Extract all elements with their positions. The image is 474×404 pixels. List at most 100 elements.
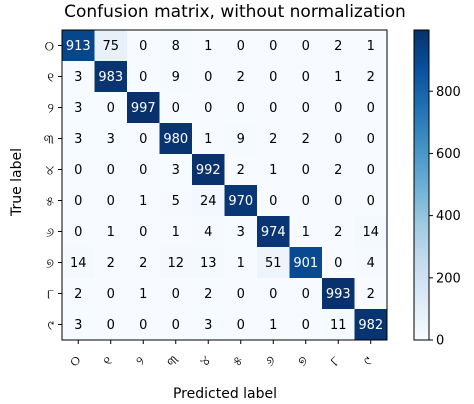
y-tick-labels: ୦ ୧ ୨ ୩ ୪ ୫ ୬ ୭ ୮ ୯ (44, 40, 62, 334)
cell-value-label: 1 (302, 225, 310, 240)
heatmap-cell (159, 309, 193, 341)
heatmap-cell (289, 309, 323, 341)
cell-value-label: 1 (107, 225, 115, 240)
cell-value-label: 2 (74, 287, 82, 302)
cell-value-label: 12 (167, 256, 184, 271)
heatmap-cell (62, 30, 95, 62)
cell-value-label: 2 (334, 39, 342, 54)
colorbar-gradient (413, 29, 430, 341)
cell-value-label: 0 (302, 101, 310, 116)
heatmap-cell (289, 30, 323, 62)
heatmap-cell (322, 247, 355, 279)
x-tick-label: ୯ (361, 354, 376, 369)
heatmap-cell (224, 278, 258, 310)
y-axis-label: True label (9, 148, 25, 217)
heatmap-cell (257, 154, 290, 186)
cell-value-label: 1 (139, 287, 147, 302)
cell-value-label: 0 (139, 70, 147, 85)
heatmap-cell (257, 247, 290, 279)
cell-value-label: 1 (367, 39, 375, 54)
y-tick-label: ୫ (46, 195, 54, 210)
cell-value-label: 0 (334, 132, 342, 147)
colorbar-tick-label: 200 (436, 271, 461, 286)
cell-value-label: 0 (139, 318, 147, 333)
cell-value-label: 0 (269, 101, 277, 116)
heatmap-cell (159, 61, 193, 93)
cell-value-label: 24 (200, 194, 217, 209)
cell-value-label: 3 (74, 318, 82, 333)
heatmap-cell (192, 247, 225, 279)
cell-value-label: 4 (367, 256, 375, 271)
heatmap-cell (94, 30, 128, 62)
heatmap-cell (257, 30, 290, 62)
cell-value-label: 1 (237, 256, 245, 271)
heatmap-cell (62, 185, 95, 217)
cell-value-label: 2 (367, 287, 375, 302)
cell-value-label: 0 (74, 163, 82, 178)
x-axis-label: Predicted label (173, 386, 277, 402)
heatmap-cell (127, 185, 160, 217)
cell-value-label: 0 (237, 318, 245, 333)
cell-value-label: 13 (200, 256, 217, 271)
heatmap-cell (94, 278, 128, 310)
cell-value-label: 982 (358, 318, 383, 333)
heatmap-cell (192, 154, 225, 186)
cell-value-label: 2 (107, 256, 115, 271)
cell-value-label: 3 (172, 163, 180, 178)
matrix-grid: 913 75 0 8 1 0 0 0 2 13 983 0 9 0 2 0 0 1 23 0 997 0 0 0 0 0 0 03 3 0… (61, 29, 388, 341)
cell-value-label: 0 (172, 287, 180, 302)
heatmap-cell (62, 154, 95, 186)
cell-value-label: 913 (66, 39, 91, 54)
heatmap-cell (62, 247, 95, 279)
cell-value-label: 2 (237, 70, 245, 85)
heatmap-cell (257, 61, 290, 93)
cell-value-label: 1 (204, 39, 212, 54)
colorbar-tick-label: 600 (436, 147, 461, 162)
heatmap-cell (159, 278, 193, 310)
heatmap-cell (224, 185, 258, 217)
cell-value-label: 0 (237, 39, 245, 54)
heatmap-cell (192, 123, 225, 155)
heatmap-cell (159, 154, 193, 186)
cell-value-label: 0 (74, 194, 82, 209)
heatmap-cell (94, 123, 128, 155)
heatmap-cell (289, 216, 323, 248)
cell-value-label: 0 (302, 163, 310, 178)
cell-value-label: 0 (107, 163, 115, 178)
heatmap-cell (322, 278, 355, 310)
heatmap-cell (289, 278, 323, 310)
cell-value-label: 0 (367, 163, 375, 178)
x-tick-label: ୮ (328, 354, 344, 370)
y-tick-label: ୧ (47, 71, 54, 86)
heatmap-cell (257, 185, 290, 217)
heatmap-cell (62, 309, 95, 341)
heatmap-cell (159, 123, 193, 155)
cell-value-label: 75 (102, 39, 119, 54)
heatmap-cell (354, 185, 388, 217)
cell-value-label: 3 (74, 70, 82, 85)
heatmap-cell (94, 61, 128, 93)
cell-value-label: 1 (172, 225, 180, 240)
cell-value-label: 0 (172, 101, 180, 116)
cell-value-label: 0 (334, 101, 342, 116)
heatmap-cell (289, 185, 323, 217)
cell-value-label: 2 (204, 287, 212, 302)
x-tick-label: ୪ (198, 353, 215, 370)
cell-value-label: 0 (74, 225, 82, 240)
heatmap-cell (192, 61, 225, 93)
cell-value-label: 2 (302, 132, 310, 147)
heatmap-cell (354, 30, 388, 62)
cell-value-label: 0 (269, 70, 277, 85)
cell-value-label: 0 (172, 318, 180, 333)
cell-value-label: 983 (98, 70, 123, 85)
heatmap-cell (127, 92, 160, 124)
cell-value-label: 8 (172, 39, 180, 54)
heatmap-cell (159, 92, 193, 124)
colorbar: 0 200 400 600 800 (413, 29, 461, 349)
cell-value-label: 1 (269, 318, 277, 333)
heatmap-cell (192, 92, 225, 124)
colorbar-tick-label: 800 (436, 85, 461, 100)
heatmap-cell (354, 123, 388, 155)
cell-value-label: 0 (302, 194, 310, 209)
